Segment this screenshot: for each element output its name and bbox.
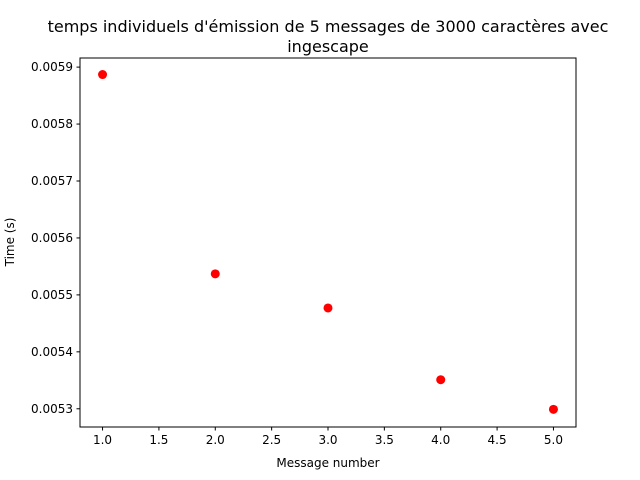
data-point [98,70,108,80]
x-tick-label: 3.5 [375,433,394,447]
x-tick-label: 1.0 [93,433,112,447]
x-tick-label: 2.5 [262,433,281,447]
data-point [323,303,333,313]
y-axis-label: Time (s) [3,218,17,268]
x-tick-label: 4.5 [488,433,507,447]
x-axis: 1.0 1.5 2.0 2.5 3.0 3.5 4.0 4.5 5.0 [93,427,563,447]
data-point [436,375,446,385]
y-tick-label: 0.0054 [31,345,73,359]
chart-title-line-2: ingescape [287,37,369,56]
data-points [98,70,558,414]
data-point [210,269,220,279]
data-point [548,404,558,414]
x-tick-label: 2.0 [206,433,225,447]
y-tick-label: 0.0056 [31,231,73,245]
y-axis: 0.0053 0.0054 0.0055 0.0056 0.0057 0.0058 0.00… [31,60,80,416]
x-tick-label: 5.0 [544,433,563,447]
x-tick-label: 1.5 [149,433,168,447]
y-tick-label: 0.0055 [31,288,73,302]
x-axis-label: Message number [276,456,379,470]
x-tick-label: 4.0 [431,433,450,447]
y-tick-label: 0.0059 [31,60,73,74]
y-tick-label: 0.0057 [31,174,73,188]
plot-area [79,57,577,428]
chart-title-line-1: temps individuels d'émission de 5 messag… [48,17,609,36]
y-tick-label: 0.0058 [31,117,73,131]
x-tick-label: 3.0 [318,433,337,447]
y-tick-label: 0.0053 [31,402,73,416]
